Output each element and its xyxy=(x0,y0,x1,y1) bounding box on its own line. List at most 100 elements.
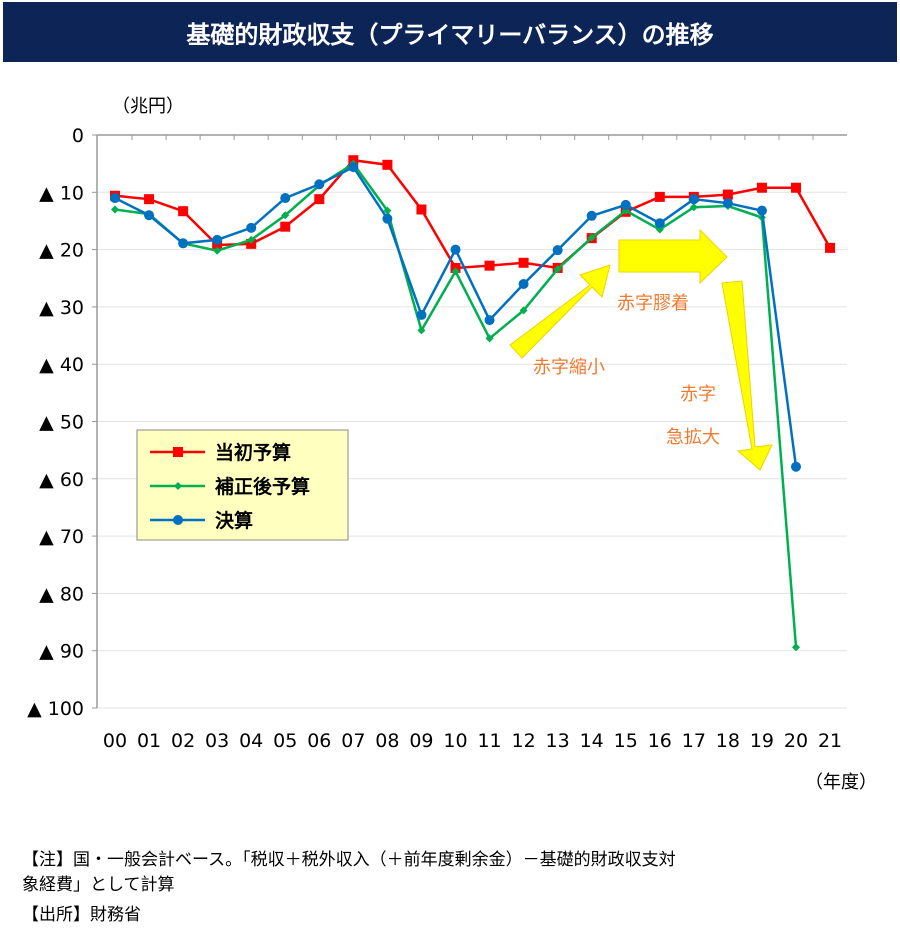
data-point xyxy=(688,194,699,205)
data-point xyxy=(450,244,461,255)
annotation-arrows xyxy=(509,228,773,471)
arrow-deficit-stuck xyxy=(618,228,728,285)
data-point xyxy=(620,199,631,210)
y-tick-label: ▲ 70 xyxy=(39,526,84,548)
x-tick-label: 13 xyxy=(546,730,570,752)
x-tick-label: 19 xyxy=(750,730,774,752)
y-tick-label: ▲ 10 xyxy=(39,182,84,204)
x-tick-label: 16 xyxy=(648,730,672,752)
data-point xyxy=(756,205,767,216)
x-tick-label: 01 xyxy=(137,730,161,752)
annotation-deficit-shrink: 赤字縮小 xyxy=(533,357,605,378)
data-point xyxy=(144,194,155,205)
legend-label: 当初予算 xyxy=(215,441,291,464)
data-point xyxy=(348,162,359,173)
data-point xyxy=(825,242,836,253)
data-point xyxy=(518,257,529,268)
source: 【出所】財務省 xyxy=(22,905,141,925)
data-point xyxy=(212,240,223,251)
x-tick-label: 08 xyxy=(375,730,399,752)
data-point xyxy=(281,211,290,220)
data-point xyxy=(416,204,427,215)
x-tick-label: 07 xyxy=(341,730,365,752)
data-point xyxy=(792,643,800,652)
legend-label: 決算 xyxy=(215,509,253,532)
data-point xyxy=(722,198,733,209)
data-point xyxy=(689,203,698,212)
y-tick-label: ▲ 40 xyxy=(39,354,84,376)
data-point xyxy=(416,309,427,320)
x-tick-label: 21 xyxy=(818,730,842,752)
x-tick-label: 12 xyxy=(512,730,536,752)
data-point xyxy=(383,206,392,215)
note-line-2: 象経費」として計算 xyxy=(22,875,175,895)
data-point xyxy=(110,193,120,204)
y-tick-label: ▲ 20 xyxy=(39,240,84,262)
x-axis-label: （年度） xyxy=(805,772,877,793)
data-point xyxy=(654,218,665,229)
data-point xyxy=(173,447,183,457)
x-tick-label: 09 xyxy=(409,730,433,752)
x-tick-label: 17 xyxy=(682,730,706,752)
data-point xyxy=(484,260,495,271)
x-tick-label: 02 xyxy=(171,730,195,752)
series-0 xyxy=(110,155,836,273)
annotation-expand: 急拡大 xyxy=(666,427,720,448)
y-tick-label: 0 xyxy=(72,125,84,147)
data-point xyxy=(519,306,528,315)
x-tick-label: 06 xyxy=(307,730,331,752)
data-point xyxy=(791,182,801,193)
data-point xyxy=(791,461,801,472)
x-tick-label: 20 xyxy=(784,730,808,752)
data-point xyxy=(417,326,426,335)
data-point xyxy=(518,278,529,289)
data-point xyxy=(552,245,563,256)
annotation-deficit-stuck: 赤字膠着 xyxy=(617,293,689,314)
data-point xyxy=(178,238,189,249)
data-point xyxy=(722,189,733,200)
annotation-deficit: 赤字 xyxy=(680,384,716,405)
x-tick-label: 00 xyxy=(103,730,127,752)
x-tick-label: 18 xyxy=(716,730,740,752)
arrow-deficit-expand xyxy=(721,280,773,471)
data-point xyxy=(246,238,257,249)
x-tick-label: 03 xyxy=(205,730,229,752)
arrow-deficit-shrink xyxy=(509,264,611,359)
y-tick-label: ▲ 50 xyxy=(39,412,84,434)
legend-label: 補正後予算 xyxy=(214,475,310,498)
data-point xyxy=(553,265,562,274)
data-point xyxy=(178,206,189,217)
data-point xyxy=(485,334,494,343)
y-tick-label: ▲ 100 xyxy=(27,698,84,720)
data-point xyxy=(174,482,182,490)
y-tick-label: ▲ 30 xyxy=(39,297,84,319)
data-point xyxy=(280,193,291,204)
x-tick-label: 10 xyxy=(443,730,467,752)
data-point xyxy=(280,221,291,232)
data-point xyxy=(144,210,155,221)
data-point xyxy=(213,246,222,255)
y-tick-label: ▲ 90 xyxy=(39,641,84,663)
data-point xyxy=(586,210,597,221)
data-point xyxy=(173,515,183,525)
data-point xyxy=(382,159,393,170)
data-point xyxy=(247,235,256,244)
series-2 xyxy=(110,162,801,472)
x-tick-label: 05 xyxy=(273,730,297,752)
data-point xyxy=(587,233,596,242)
data-point xyxy=(484,315,495,326)
y-tick-label: ▲ 80 xyxy=(39,583,84,605)
data-point xyxy=(382,213,393,224)
x-tick-label: 15 xyxy=(614,730,638,752)
data-point xyxy=(654,191,665,202)
data-point xyxy=(314,179,325,190)
data-point xyxy=(756,182,767,193)
data-point xyxy=(314,194,325,205)
chart-title: 基礎的財政収支（プライマリーバランス）の推移 xyxy=(3,2,897,62)
x-tick-label: 11 xyxy=(477,730,501,752)
x-tick-label: 04 xyxy=(239,730,263,752)
y-axis-label: （兆円） xyxy=(112,96,184,117)
note-line-1: 【注】国・一般会計ベース。「税収＋税外収入（＋前年度剰余金）－基礎的財政収支対 xyxy=(22,850,676,870)
